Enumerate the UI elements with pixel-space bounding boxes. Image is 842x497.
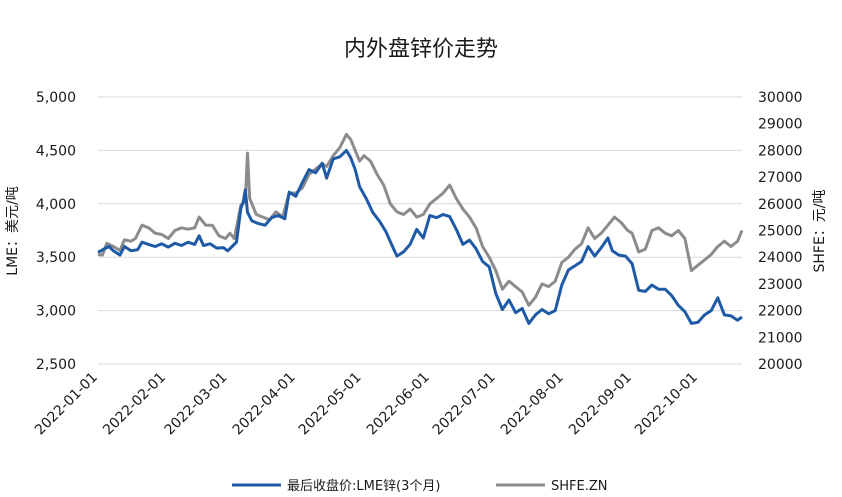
series-line-shfe	[98, 134, 742, 305]
x-tick-label: 2022-08-01	[498, 370, 567, 439]
x-tick-label: 2022-02-01	[100, 370, 169, 439]
x-tick-label: 2022-04-01	[230, 370, 299, 439]
x-tick-label: 2022-09-01	[566, 370, 635, 439]
left-y-tick-label: 4,500	[36, 143, 76, 159]
x-tick-label: 2022-03-01	[162, 370, 231, 439]
legend: 最后收盘价:LME锌(3个月) SHFE.ZN	[232, 478, 607, 493]
left-y-axis-ticks: 2,500 3,000 3,500 4,000 4,500 5,000	[36, 90, 76, 373]
left-y-tick-label: 5,000	[36, 90, 76, 106]
legend-label-shfe: SHFE.ZN	[551, 479, 607, 493]
left-y-tick-label: 3,500	[36, 250, 76, 266]
x-tick-label: 2022-01-01	[32, 370, 101, 439]
legend-label-lme: 最后收盘价:LME锌(3个月)	[287, 478, 440, 493]
x-tick-label: 2022-07-01	[430, 370, 499, 439]
gridlines	[98, 97, 742, 364]
right-y-axis-label: SHFE：元/吨	[812, 189, 828, 272]
right-y-tick-label: 20000	[758, 357, 803, 373]
right-y-axis-ticks: 20000 21000 22000 23000 24000 25000 26000 27000…	[758, 90, 803, 373]
right-y-tick-label: 28000	[758, 143, 803, 159]
left-y-tick-label: 4,000	[36, 197, 76, 213]
right-y-tick-label: 24000	[758, 250, 803, 266]
right-y-tick-label: 23000	[758, 277, 803, 293]
chart-title: 内外盘锌价走势	[344, 37, 498, 62]
x-tick-label: 2022-06-01	[364, 370, 433, 439]
right-y-tick-label: 21000	[758, 330, 803, 346]
right-y-tick-label: 30000	[758, 90, 803, 106]
series-line-lme	[98, 150, 742, 323]
right-y-tick-label: 27000	[758, 170, 803, 186]
x-tick-label: 2022-10-01	[632, 370, 701, 439]
series-lines	[98, 134, 742, 323]
right-y-tick-label: 22000	[758, 304, 803, 320]
right-y-tick-label: 25000	[758, 224, 803, 240]
left-y-axis-label: LME：美元/吨	[5, 186, 21, 275]
x-tick-label: 2022-05-01	[296, 370, 365, 439]
right-y-tick-label: 26000	[758, 197, 803, 213]
right-y-tick-label: 29000	[758, 117, 803, 133]
left-y-tick-label: 3,000	[36, 304, 76, 320]
left-y-tick-label: 2,500	[36, 357, 76, 373]
